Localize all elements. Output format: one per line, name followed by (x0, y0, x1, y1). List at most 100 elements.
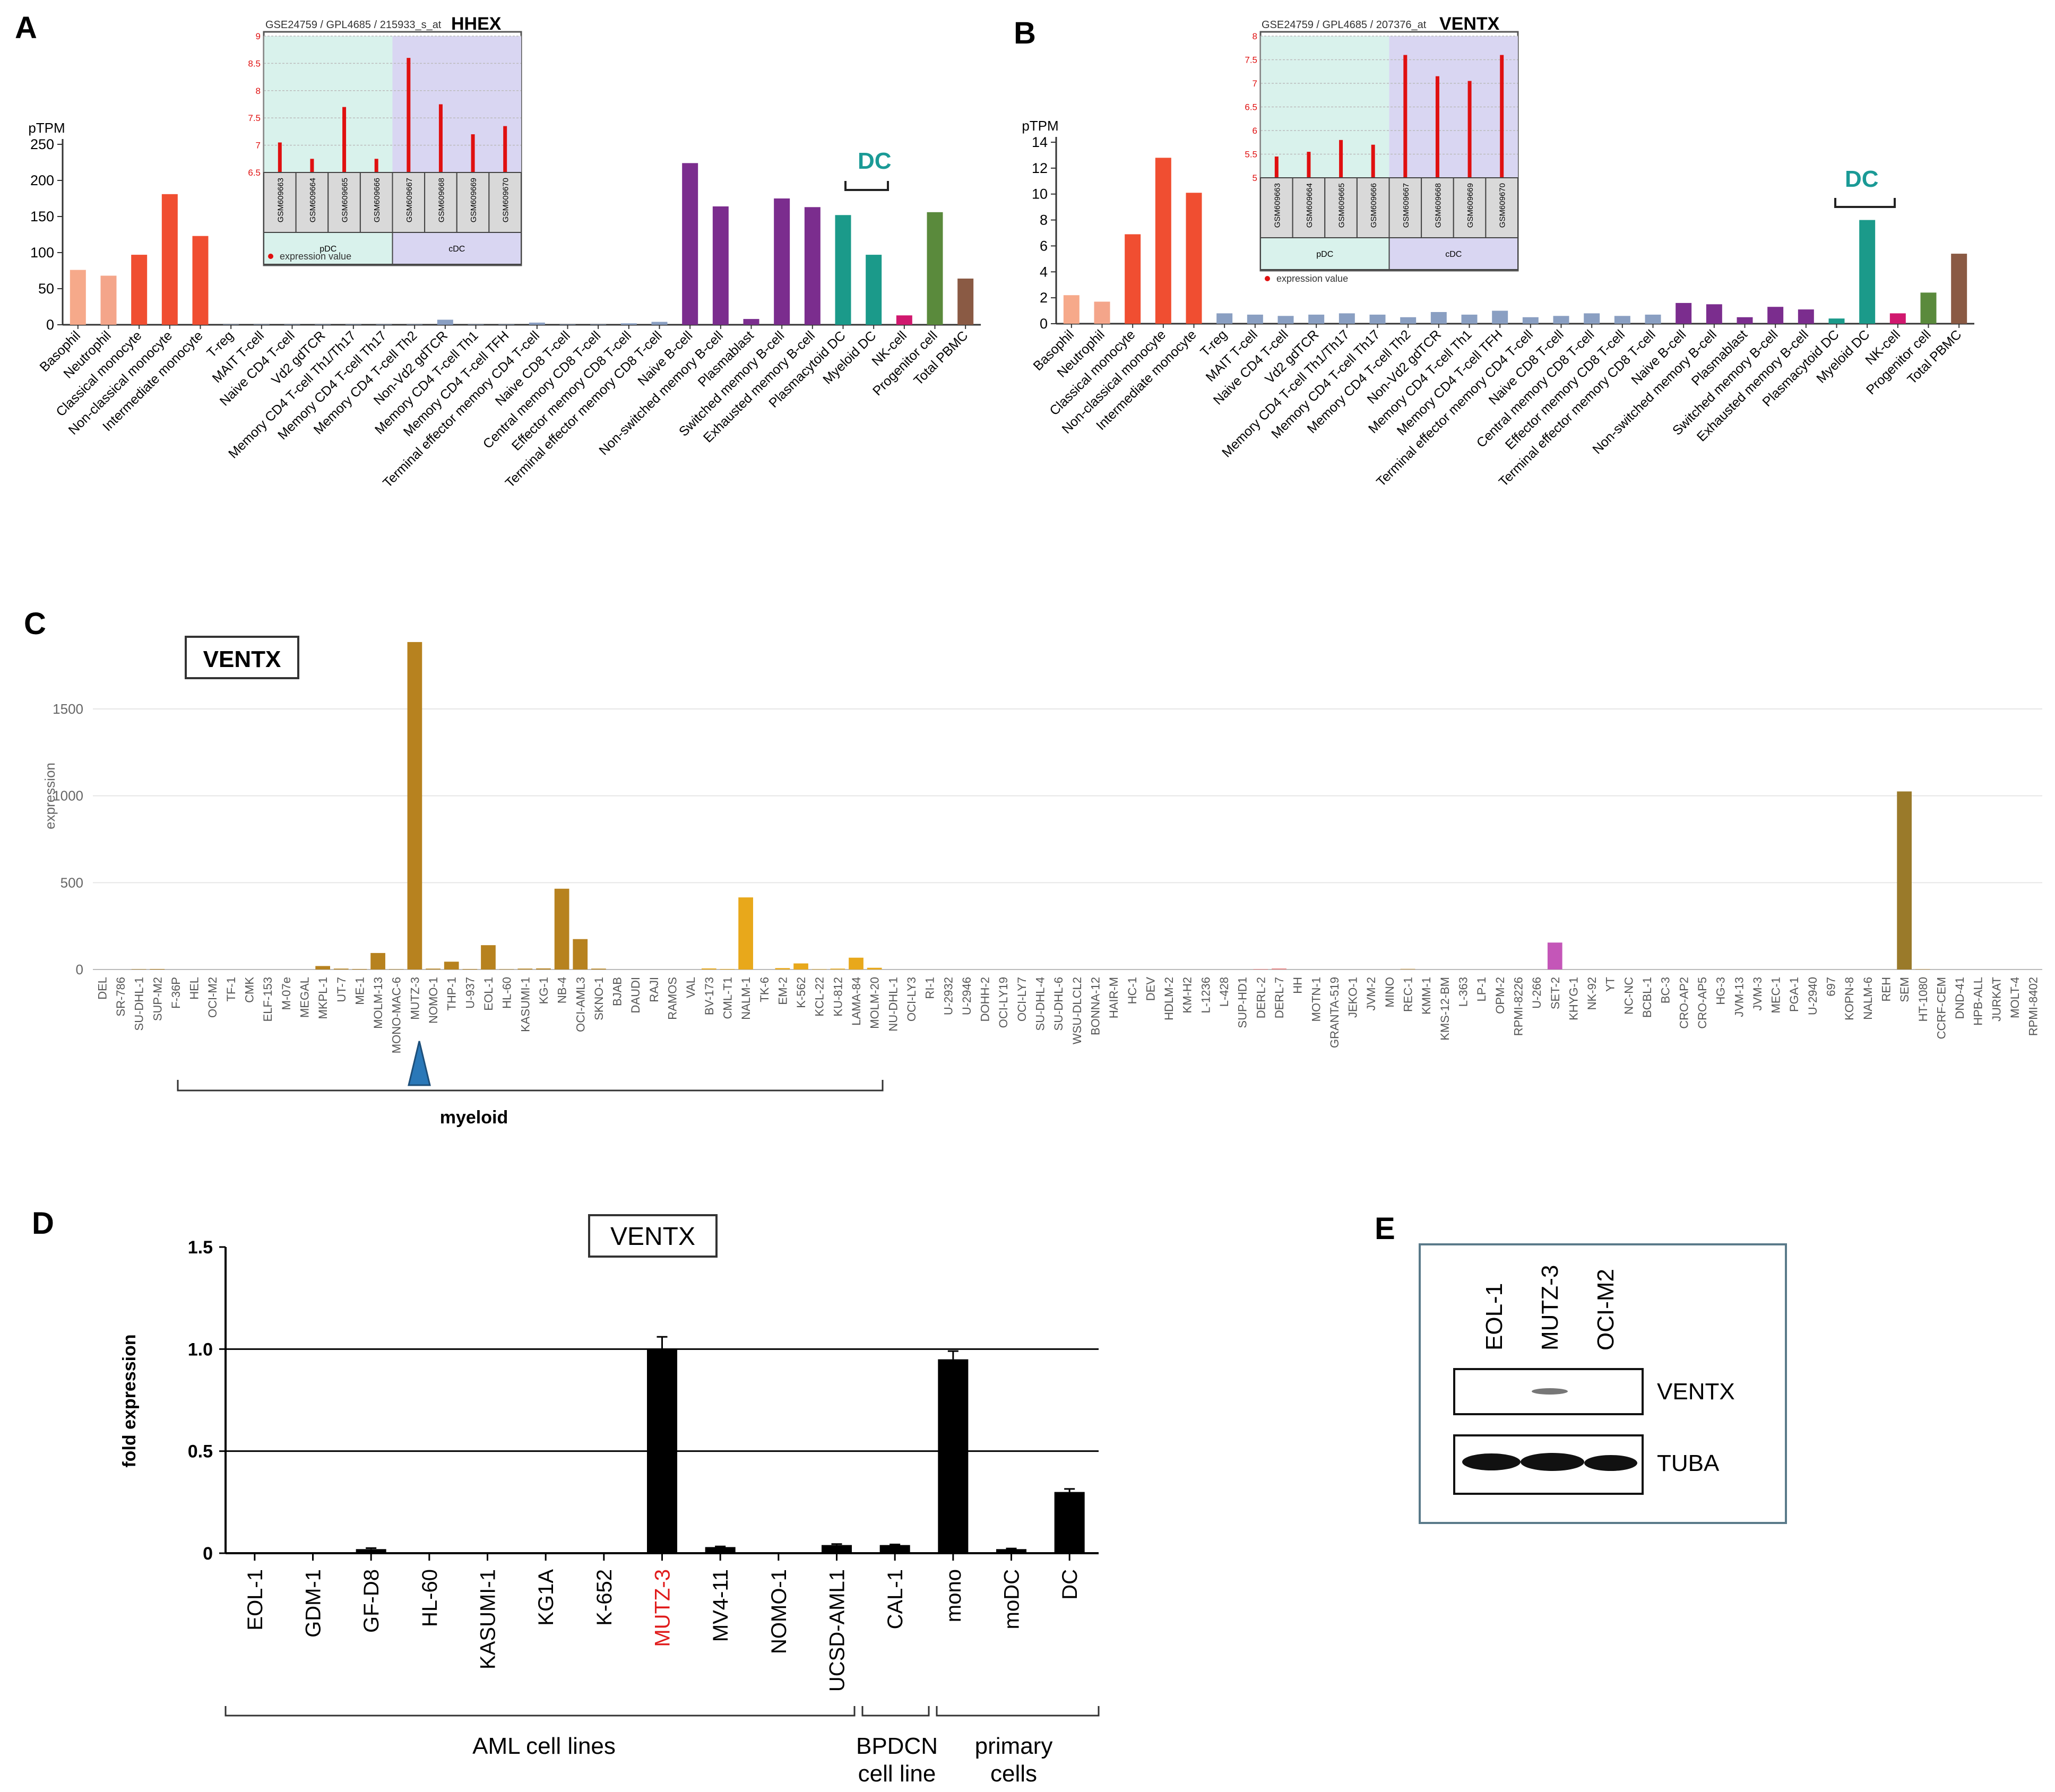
chart-title: VENTX (203, 646, 281, 672)
x-tick-label-me-1: ME-1 (353, 977, 366, 1005)
x-tick-label-dohh-2: DOHH-2 (979, 977, 992, 1021)
inset-pdc-bg (264, 36, 393, 172)
bar-neutrophil (1094, 301, 1110, 324)
mutz3-marker-icon (408, 1041, 431, 1086)
bar-classical-monocyte (1125, 234, 1141, 324)
chart-title-box (588, 1214, 718, 1258)
panel-letter-d: D (32, 1206, 54, 1241)
bar-vd2-gdtcr (1308, 314, 1325, 324)
x-tick-label-rec-1: REC-1 (1402, 977, 1415, 1012)
bar-naive-cd4-t-cell (1277, 316, 1294, 324)
inset-group-cell (1260, 237, 1390, 270)
inset-sample-label: GSM609669 (1466, 183, 1475, 228)
bar-naive-cd8-t-cell (1553, 316, 1569, 324)
bar-k-562 (793, 963, 808, 969)
bar-terminal-effector-memory-cd8-t-cell (1645, 314, 1661, 324)
bar-mkpl-1 (315, 966, 330, 969)
bar-naive-cd4-t-cell (284, 324, 300, 325)
inset-sample-label: GSM609665 (1337, 183, 1346, 228)
inset-y-tick: 7 (1253, 79, 1257, 89)
bar-memory-cd4-t-cell-th2 (407, 324, 423, 325)
inset-bar-gsm609669 (471, 134, 475, 172)
y-tick-label: 1000 (53, 788, 83, 804)
myeloid-label: myeloid (440, 1107, 508, 1128)
x-tick-label-molm-13: MOLM-13 (372, 977, 385, 1029)
inset-bar-gsm609670 (1500, 55, 1504, 178)
bpdcn-bracket (861, 1706, 930, 1717)
x-tick-label-nb-4: NB-4 (556, 977, 569, 1003)
x-tick-label-hl-60: HL-60 (500, 977, 514, 1009)
x-tick-label-ut-7: UT-7 (335, 977, 348, 1002)
bar-cal-1 (879, 1545, 910, 1553)
x-tick-label-opm-2: OPM-2 (1493, 977, 1507, 1014)
inset-sample-label: GSM609665 (341, 178, 350, 222)
x-tick-label-bcbl-1: BCBL-1 (1640, 977, 1654, 1018)
blot-tuba-band-1 (1462, 1453, 1521, 1470)
bar-memory-cd4-t-cell-tfh (1492, 310, 1508, 324)
inset-sample-label: GSM609666 (373, 178, 382, 222)
inset-cdc-bg (392, 36, 521, 172)
x-tick-label-cal-1: CAL-1 (884, 1569, 907, 1629)
bar-mutz-3 (407, 642, 422, 969)
panel-d-chart: 0 0.5 1.0 1.5 fold expression EOL-1 GDM-1 GF-D8… (119, 1214, 1100, 1787)
bar-terminal-effector-memory-cd8-t-cell (651, 322, 668, 325)
bar-ucsd-aml1 (821, 1545, 852, 1553)
y-axis-label: pTPM (28, 120, 65, 136)
blot-row-label-ventx: VENTX (1657, 1379, 1735, 1405)
bar-basophil (70, 270, 86, 325)
bar-nomo-1 (426, 968, 441, 969)
bar-memory-cd4-t-cell-tfh (498, 324, 515, 325)
dc-bracket (844, 181, 889, 191)
panel-letter-b: B (1014, 16, 1036, 50)
bar-memory-cd4-t-cell-th1 (1461, 314, 1478, 324)
bar-memory-cd4-t-cell-th17 (376, 324, 392, 325)
inset-sample-label: GSM609663 (276, 178, 285, 222)
y-tick-label: 250 (30, 136, 54, 152)
bar-derl-7 (1272, 968, 1286, 969)
x-tick-label-mono-mac-6: MONO-MAC-6 (390, 977, 403, 1053)
x-tick-label-elf-153: ELF-153 (261, 977, 274, 1021)
inset-group-cell (263, 232, 393, 265)
x-tick-label-set-2: SET-2 (1549, 977, 1562, 1009)
bar-memory-cd4-t-cell-th1-th17 (345, 324, 361, 325)
bar-mono (938, 1359, 969, 1553)
inset-source: GSE24759 / GPL4685 / 207376_at (1262, 19, 1427, 31)
x-tick-label-granta-519: GRANTA-519 (1328, 977, 1341, 1048)
y-tick-label: 1500 (53, 701, 83, 717)
x-tick-label-ccrf-cem: CCRF-CEM (1935, 977, 1948, 1039)
bar-exhausted-memory-b-cell (804, 207, 821, 325)
bar-effector-memory-cd8-t-cell (620, 323, 637, 325)
x-tick-label-sup-hd1: SUP-HD1 (1236, 977, 1249, 1028)
inset-bar-gsm609669 (1467, 81, 1472, 178)
x-tick-label-u-937: U-937 (463, 977, 477, 1009)
primary-bracket (936, 1706, 1100, 1717)
inset-gene: VENTX (1439, 14, 1500, 34)
bar-total-pbmc (1951, 254, 1967, 324)
inset-sample-label: GSM609667 (405, 178, 414, 222)
y-axis-label: fold expression (119, 1334, 140, 1467)
bar-skno-1 (591, 968, 606, 969)
inset-group-label: cDC (1445, 250, 1462, 259)
inset-y-tick: 6.5 (248, 168, 261, 178)
inset-y-tick: 6.5 (1245, 102, 1257, 112)
bar-progenitor-cell (927, 212, 943, 325)
bar-ut-7 (333, 968, 349, 969)
x-tick-label-megal: MEGAL (298, 977, 311, 1018)
x-tick-label-bc-3: BC-3 (1659, 977, 1672, 1003)
x-tick-label-mutz-3: MUTZ-3 (651, 1569, 675, 1647)
x-tick-label-nomo-1: NOMO-1 (767, 1569, 791, 1654)
x-tick-label-k-562: K-562 (795, 977, 808, 1008)
x-tick-label-val: VAL (684, 977, 697, 998)
x-tick-label-l-363: L-363 (1456, 977, 1470, 1007)
x-tick-label-oci-ly19: OCI-LY19 (997, 977, 1010, 1028)
x-tick-label-kg-1: KG-1 (537, 977, 550, 1004)
x-tick-label-hel: HEL (188, 977, 201, 1000)
x-tick-label-bjab: BJAB (611, 977, 624, 1006)
inset-sample-cell (1453, 177, 1487, 238)
bar-progenitor-cell (1920, 292, 1937, 324)
bar-sem (1897, 791, 1912, 969)
x-tick-label-k-652: K-652 (593, 1569, 616, 1626)
inset-sample-cell (359, 172, 393, 233)
blot-ventx-band (1532, 1388, 1568, 1395)
panel-a-inset: GSE24759 / GPL4685 / 215933_s_at HHEX 9 8… (248, 14, 522, 266)
